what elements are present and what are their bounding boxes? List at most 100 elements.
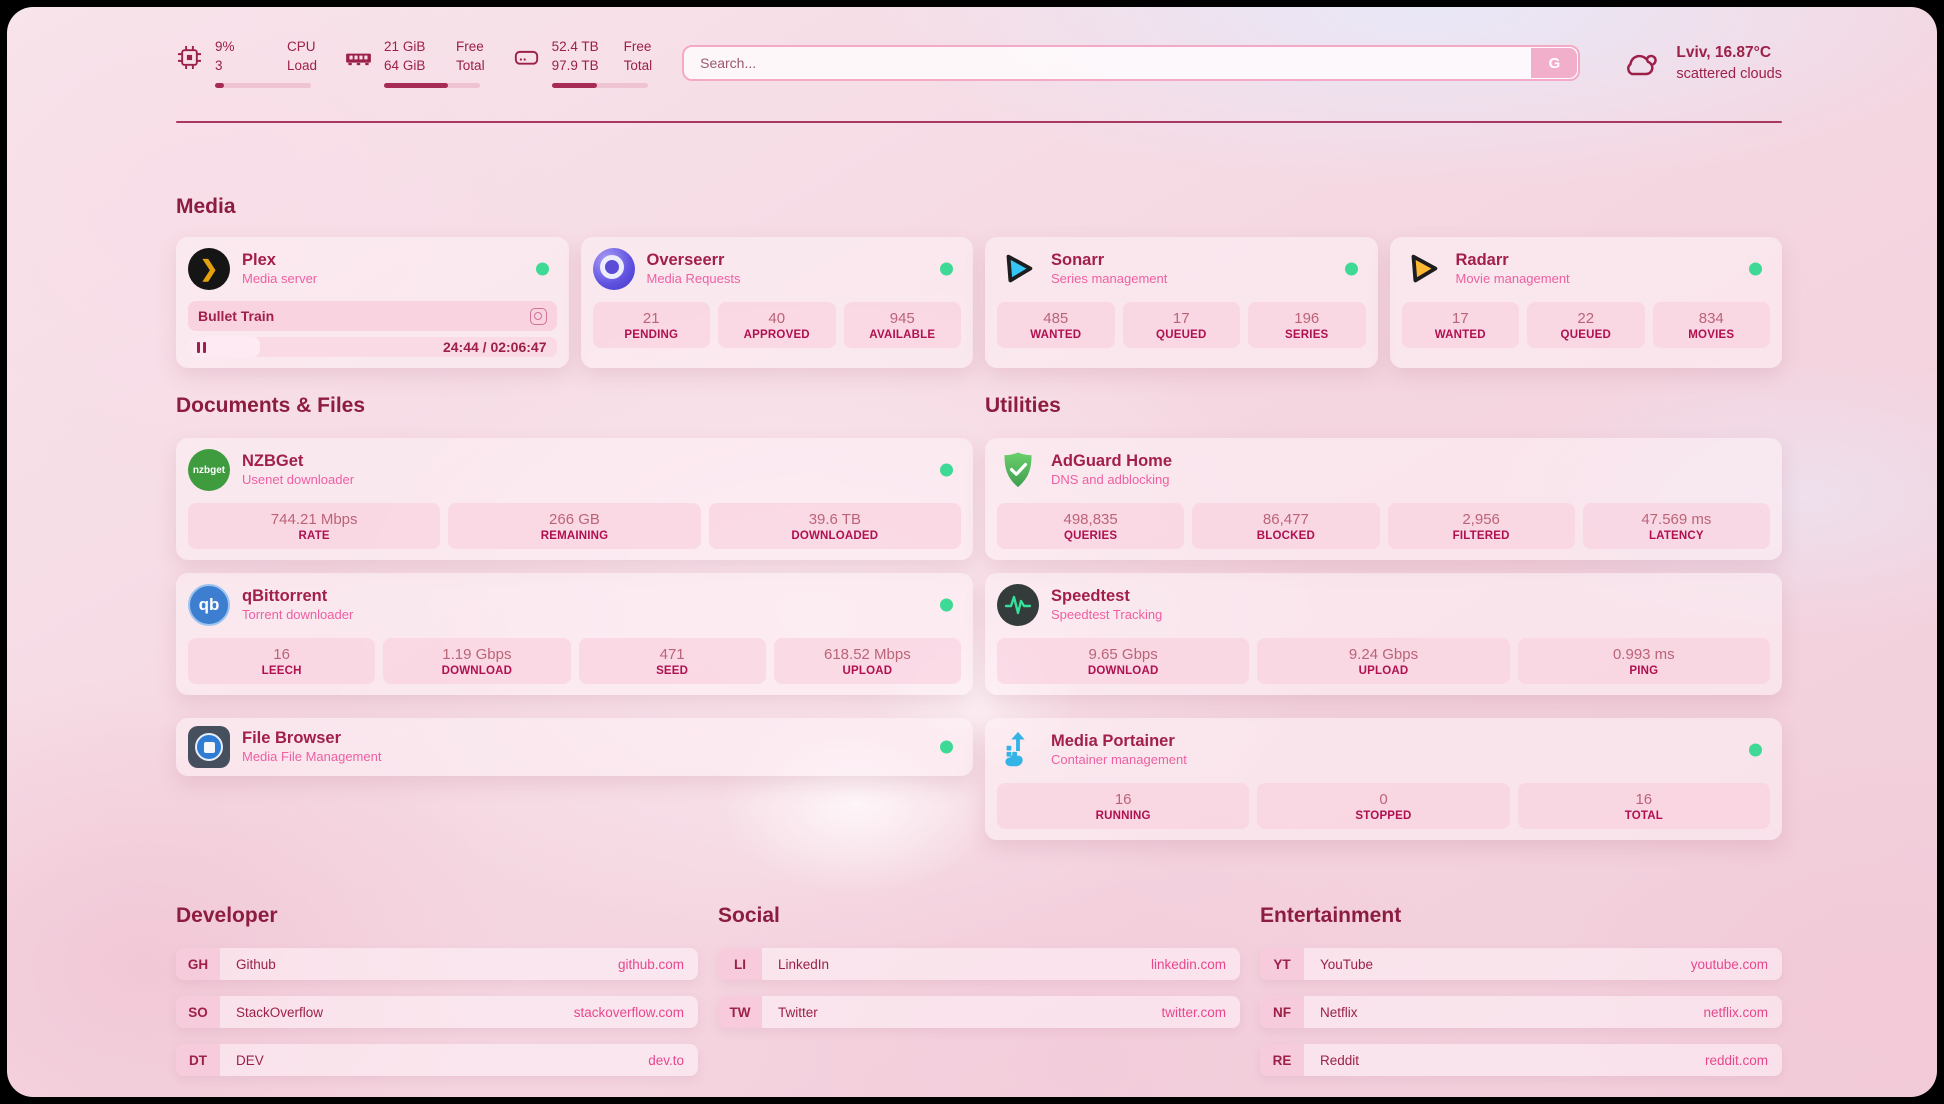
adguard-card[interactable]: AdGuard Home DNS and adblocking 498,835 Q… (985, 438, 1782, 560)
filebrowser-card[interactable]: File Browser Media File Management (176, 718, 973, 776)
stat-box: 945 AVAILABLE (843, 302, 961, 348)
link-linkedin[interactable]: LI LinkedIn linkedin.com (718, 948, 1240, 980)
stat-box: 40 APPROVED (718, 302, 836, 348)
sonarr-card[interactable]: Sonarr Series management 485 WANTED 17 QUE… (985, 237, 1378, 368)
link-github[interactable]: GH Github github.com (176, 948, 698, 980)
plex-status-dot (535, 262, 549, 276)
stat-box: 196 SERIES (1248, 302, 1366, 348)
speedtest-icon (997, 584, 1039, 626)
disk-free-label: Free (623, 39, 652, 55)
documents-section-title: Documents & Files (176, 394, 366, 417)
overseerr-card[interactable]: Overseerr Media Requests 21 PENDING 40 APP… (580, 237, 973, 368)
search-engine-button[interactable]: G (1531, 48, 1578, 78)
ram-icon (346, 53, 371, 65)
cpu-load-value: 3 (215, 58, 223, 73)
cpu-label: CPU (287, 39, 316, 55)
stat-box: 1.19 Gbps DOWNLOAD (383, 638, 571, 684)
adguard-subtitle: DNS and adblocking (1051, 471, 1170, 487)
disk-stat: 52.4 TB 97.9 TB Free Total (513, 38, 653, 88)
social-section: Social LI LinkedIn linkedin.com TW Twitt… (718, 904, 1240, 1076)
stat-box: 16 LEECH (188, 638, 376, 684)
stat-box: 21 PENDING (592, 302, 710, 348)
memory-total-value: 64 GiB (384, 58, 426, 73)
nzbget-card[interactable]: nzbget NZBGet Usenet downloader 744.21 M… (176, 438, 973, 560)
stat-box: 471 SEED (578, 638, 766, 684)
speedtest-card[interactable]: Speedtest Speedtest Tracking 9.65 Gbps DO… (985, 573, 1782, 695)
overseerr-subtitle: Media Requests (646, 270, 741, 286)
plex-card[interactable]: ❯ Plex Media server Bullet Train 24:44 /… (176, 237, 569, 368)
stat-box: 9.65 Gbps DOWNLOAD (997, 638, 1250, 684)
cpu-load-label: Load (287, 58, 318, 73)
speedtest-subtitle: Speedtest Tracking (1051, 606, 1163, 622)
memory-free-value: 21 GiB (384, 39, 426, 55)
search-input[interactable] (682, 45, 1581, 81)
plex-name: Plex (242, 251, 276, 270)
overseerr-status-dot (940, 262, 953, 276)
link-twitter[interactable]: TW Twitter twitter.com (718, 996, 1240, 1028)
utilities-column: Utilities AdGuard H (985, 394, 1782, 840)
stat-box: 618.52 Mbps UPLOAD (773, 638, 961, 684)
stat-box: 744.21 Mbps RATE (188, 503, 441, 549)
pause-icon (197, 341, 207, 353)
link-reddit[interactable]: RE Reddit reddit.com (1260, 1044, 1782, 1076)
plex-progress-bar: 24:44 / 02:06:47 (188, 337, 557, 357)
memory-progress (384, 82, 481, 88)
filebrowser-name: File Browser (242, 729, 342, 748)
portainer-card[interactable]: Media Portainer Container management 16 R… (985, 718, 1782, 840)
nzbget-subtitle: Usenet downloader (242, 471, 355, 487)
camera-icon (529, 307, 547, 325)
adguard-name: AdGuard Home (1051, 452, 1173, 471)
netflix-abbr: NF (1260, 996, 1304, 1028)
now-playing-title: Bullet Train (198, 308, 275, 324)
qbittorrent-subtitle: Torrent downloader (242, 606, 354, 622)
youtube-abbr: YT (1260, 948, 1304, 980)
filebrowser-icon (188, 726, 230, 768)
stat-box: 0.993 ms PING (1517, 638, 1770, 684)
plex-subtitle: Media server (242, 270, 318, 286)
stat-box: 39.6 TB DOWNLOADED (708, 503, 961, 549)
plex-icon: ❯ (188, 248, 230, 290)
header-divider (176, 121, 1782, 123)
radarr-card[interactable]: Radarr Movie management 17 WANTED 22 QUEUE… (1389, 237, 1782, 368)
plex-playback-time: 24:44 / 02:06:47 (442, 339, 547, 355)
linkedin-abbr: LI (718, 948, 762, 980)
link-stackoverflow[interactable]: SO StackOverflow stackoverflow.com (176, 996, 698, 1028)
stat-box: 266 GB REMAINING (448, 503, 701, 549)
qbittorrent-card[interactable]: qb qBittorrent Torrent downloader 16 LEEC… (176, 573, 973, 695)
sonarr-name: Sonarr (1051, 251, 1105, 270)
stat-box: 0 STOPPED (1257, 783, 1510, 829)
disk-total-label: Total (623, 58, 653, 73)
filebrowser-status-dot (940, 740, 953, 754)
radarr-status-dot (1749, 262, 1762, 276)
speedtest-name: Speedtest (1051, 587, 1130, 606)
stackoverflow-abbr: SO (176, 996, 220, 1028)
portainer-status-dot (1749, 743, 1762, 757)
disk-free-value: 52.4 TB (551, 39, 599, 55)
media-section-title: Media (176, 195, 236, 218)
portainer-icon (997, 729, 1039, 771)
link-youtube[interactable]: YT YouTube youtube.com (1260, 948, 1782, 980)
radarr-subtitle: Movie management (1455, 270, 1570, 286)
search-bar: G (682, 45, 1581, 81)
cpu-stat: 9% 3 CPU Load (176, 38, 317, 88)
link-dev[interactable]: DT DEV dev.to (176, 1044, 698, 1076)
developer-section-title: Developer (176, 904, 278, 927)
developer-section: Developer GH Github github.com SO StackO… (176, 904, 698, 1076)
header: 9% 3 CPU Load (176, 37, 1782, 89)
stat-box: 47.569 ms LATENCY (1582, 503, 1770, 549)
disk-total-value: 97.9 TB (551, 58, 599, 73)
utilities-section-title: Utilities (985, 394, 1061, 417)
stat-box: 22 QUEUED (1527, 302, 1645, 348)
portainer-name: Media Portainer (1051, 732, 1175, 751)
cloud-icon (1627, 54, 1658, 76)
disk-icon (514, 50, 538, 65)
stat-box: 834 MOVIES (1652, 302, 1770, 348)
stat-box: 17 QUEUED (1122, 302, 1240, 348)
filebrowser-subtitle: Media File Management (242, 748, 382, 764)
reddit-abbr: RE (1260, 1044, 1304, 1076)
stat-box: 86,477 BLOCKED (1192, 503, 1380, 549)
plex-now-playing: Bullet Train (188, 301, 557, 331)
link-netflix[interactable]: NF Netflix netflix.com (1260, 996, 1782, 1028)
overseerr-icon (592, 248, 635, 290)
qbittorrent-status-dot (940, 598, 953, 612)
